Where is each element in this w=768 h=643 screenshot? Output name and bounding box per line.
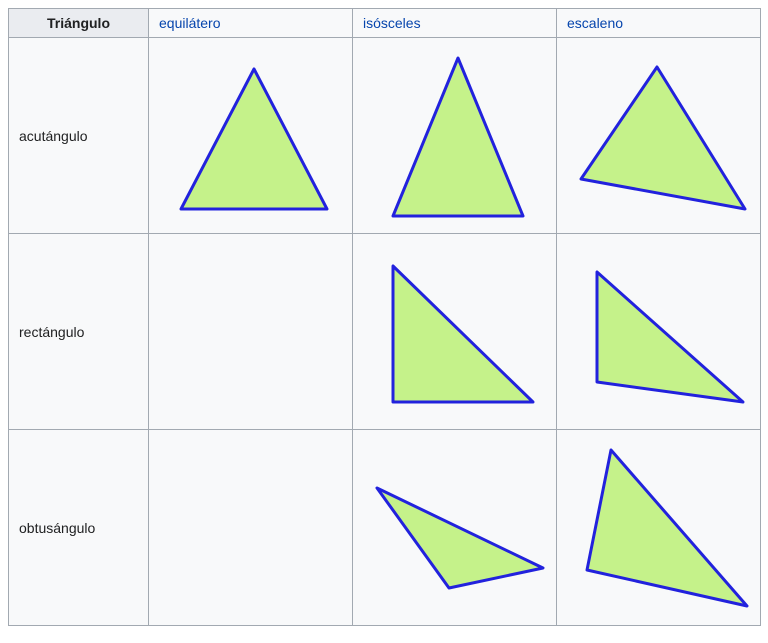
- link-isosceles[interactable]: isósceles: [363, 15, 421, 31]
- corner-header: Triángulo: [9, 9, 149, 38]
- cell-obtu-equil: [149, 430, 353, 626]
- cell-rect-isos: [353, 234, 557, 430]
- triangle-classification-table: Triángulo equilátero isósceles escaleno …: [8, 8, 761, 626]
- triangle-icon: [567, 440, 757, 615]
- triangle-icon: [567, 51, 757, 221]
- cell-acut-equil: [149, 38, 353, 234]
- triangle-icon: [159, 51, 349, 221]
- cell-obtu-isos: [353, 430, 557, 626]
- col-header-isosceles: isósceles: [353, 9, 557, 38]
- col-header-equilatero: equilátero: [149, 9, 353, 38]
- row-acutangulo: acutángulo: [9, 38, 761, 234]
- row-header-acutangulo: acutángulo: [9, 38, 149, 234]
- cell-rect-equil: [149, 234, 353, 430]
- triangle-icon: [363, 252, 553, 412]
- triangle-icon: [363, 448, 553, 608]
- cell-obtu-escal: [557, 430, 761, 626]
- triangle-icon: [363, 48, 553, 223]
- header-row: Triángulo equilátero isósceles escaleno: [9, 9, 761, 38]
- row-obtusangulo: obtusángulo: [9, 430, 761, 626]
- cell-acut-escal: [557, 38, 761, 234]
- cell-acut-isos: [353, 38, 557, 234]
- row-header-obtusangulo: obtusángulo: [9, 430, 149, 626]
- row-header-rectangulo: rectángulo: [9, 234, 149, 430]
- link-equilatero[interactable]: equilátero: [159, 15, 221, 31]
- triangle-icon: [567, 252, 757, 412]
- link-escaleno[interactable]: escaleno: [567, 15, 623, 31]
- cell-rect-escal: [557, 234, 761, 430]
- table-body: acutángulo rectángulo obtusángulo: [9, 38, 761, 626]
- row-rectangulo: rectángulo: [9, 234, 761, 430]
- col-header-escaleno: escaleno: [557, 9, 761, 38]
